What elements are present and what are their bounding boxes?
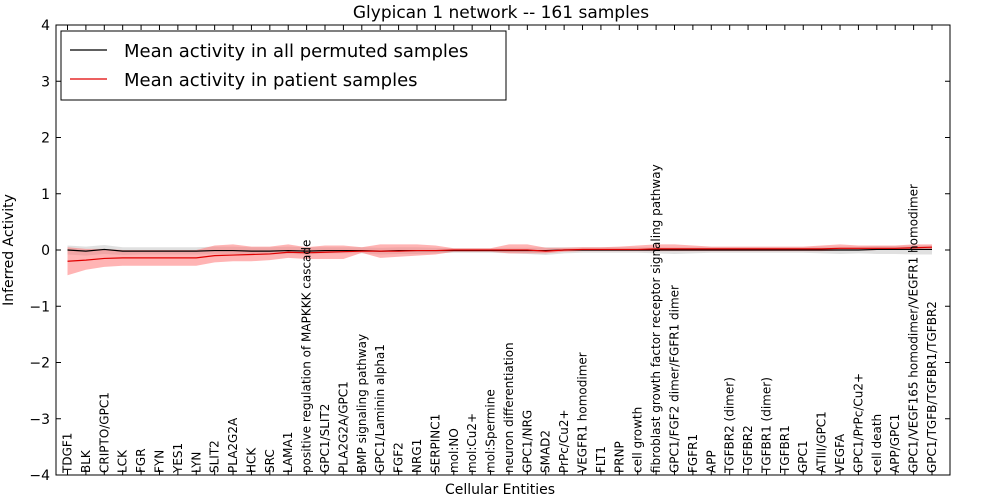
x-tick-label: fibroblast growth factor receptor signal… xyxy=(649,164,663,473)
legend-box xyxy=(60,30,507,101)
x-tick-label: ATIII/GPC1 xyxy=(815,411,829,473)
legend-label-patient: Mean activity in patient samples xyxy=(124,70,418,91)
x-tick-label: VEGFA xyxy=(833,433,847,473)
y-tick-label: −2 xyxy=(29,356,50,372)
x-tick-label: LYN xyxy=(189,452,203,473)
y-tick-label: −4 xyxy=(29,468,50,484)
x-tick-label: FGFR1 xyxy=(686,434,700,473)
x-tick-label: YES1 xyxy=(171,443,185,474)
x-tick-label: GPC1/Laminin alpha1 xyxy=(373,344,387,473)
x-tick-label: HCK xyxy=(244,447,258,473)
y-tick-label: −3 xyxy=(29,412,50,428)
plot-area xyxy=(67,244,933,276)
x-tick-label: LCK xyxy=(116,449,130,473)
x-tick-label: TDGF1 xyxy=(61,433,75,474)
x-tick-label: neuron differentiation xyxy=(502,342,516,473)
x-axis: TDGF1 BLK CRIPTO/GPC1 LCK FGR FYN YES1 LYN SLIT2… xyxy=(61,25,939,475)
x-tick-label: SMAD2 xyxy=(539,430,553,473)
x-tick-label: PRNP xyxy=(612,441,626,473)
x-tick-label: TGFBR2 (dimer) xyxy=(723,377,737,474)
x-tick-label: GPC1/TGFB/TGFBR1/TGFBR2 xyxy=(925,301,939,473)
x-tick-label: SLIT2 xyxy=(208,440,222,473)
x-tick-label: mol:Spermine xyxy=(484,389,498,473)
x-tick-label: TGFBR1 xyxy=(778,425,792,474)
y-axis: −4 −3 −2 −1 0 1 2 3 4 xyxy=(29,18,950,484)
x-tick-label: GPC1/NRG xyxy=(520,410,534,473)
x-tick-label: SERPINC1 xyxy=(428,414,442,473)
series-line-patient xyxy=(67,246,933,262)
x-tick-label: TGFBR2 xyxy=(741,425,755,474)
x-tick-label: mol:NO xyxy=(447,428,461,473)
x-tick-label: GPC1/PrPc/Cu2+ xyxy=(851,373,865,473)
y-tick-label: 2 xyxy=(41,131,50,147)
x-tick-label: GPC1/FGF2 dimer/FGFR1 dimer xyxy=(667,285,681,473)
x-tick-label: cell growth xyxy=(631,407,645,473)
x-tick-label: BMP signaling pathway xyxy=(355,334,369,473)
legend-label-permuted: Mean activity in all permuted samples xyxy=(124,41,468,62)
x-tick-label: TGFBR1 (dimer) xyxy=(759,377,773,474)
y-tick-label: −1 xyxy=(29,299,50,315)
x-tick-label: cell death xyxy=(870,414,884,473)
x-axis-title: Cellular Entities xyxy=(445,482,555,498)
x-tick-label: GPC1/VEGF165 homodimer/VEGFR1 homodimer xyxy=(907,184,921,473)
x-tick-label: GPC1/SLIT2 xyxy=(318,404,332,473)
x-tick-label: FGF2 xyxy=(392,442,406,473)
x-tick-label: GPC1 xyxy=(796,440,810,473)
chart-title: Glypican 1 network -- 161 samples xyxy=(353,3,649,23)
x-tick-label: mol:Cu2+ xyxy=(465,413,479,473)
x-tick-label: PLA2G2A xyxy=(226,417,240,473)
x-tick-label: FGR xyxy=(134,448,148,473)
x-tick-label: LAMA1 xyxy=(281,432,295,473)
x-tick-label: NRG1 xyxy=(410,439,424,473)
x-tick-label: CRIPTO/GPC1 xyxy=(97,392,111,473)
x-tick-label: FLT1 xyxy=(594,446,608,473)
x-tick-label: SRC xyxy=(263,449,277,473)
x-tick-label: PrPc/Cu2+ xyxy=(557,409,571,473)
y-axis-title: Inferred Activity xyxy=(1,194,17,306)
y-tick-label: 3 xyxy=(41,74,50,90)
x-tick-label: VEGFR1 homodimer xyxy=(576,352,590,473)
x-tick-label: APP xyxy=(704,450,718,473)
x-tick-label: positive regulation of MAPKKK cascade xyxy=(300,240,314,473)
x-tick-label: APP/GPC1 xyxy=(888,414,902,473)
legend: Mean activity in all permuted samples Me… xyxy=(60,30,507,101)
y-tick-label: 0 xyxy=(41,243,50,259)
x-tick-label: FYN xyxy=(152,450,166,473)
y-tick-label: 4 xyxy=(41,18,50,34)
x-tick-label: BLK xyxy=(79,449,93,473)
x-tick-label: PLA2G2A/GPC1 xyxy=(336,381,350,473)
y-tick-label: 1 xyxy=(41,187,50,203)
